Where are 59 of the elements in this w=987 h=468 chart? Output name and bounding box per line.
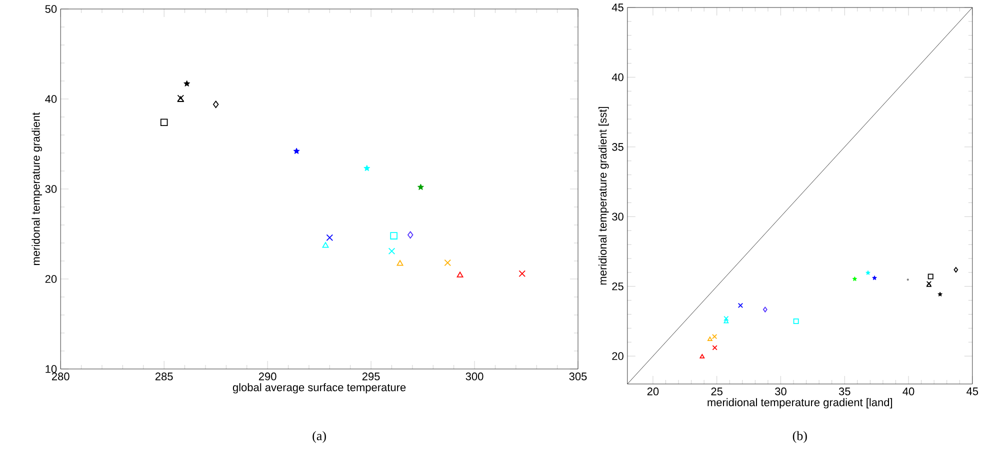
point <box>700 354 705 358</box>
point <box>852 276 858 282</box>
point <box>938 292 942 296</box>
text: (b) <box>792 431 807 443</box>
y-tick-label: 25 <box>612 282 624 290</box>
x-tick-label: 35 <box>838 388 850 396</box>
point <box>724 316 729 322</box>
x-tick-label: 40 <box>902 388 914 396</box>
y-tick-label: 40 <box>45 95 57 103</box>
point <box>444 259 452 266</box>
x-tick-label: 305 <box>569 372 587 380</box>
y-tick-label: 20 <box>612 352 624 360</box>
x-tick-label: 25 <box>711 388 722 396</box>
point <box>708 336 712 341</box>
x-tick-label: 30 <box>775 388 786 396</box>
point <box>954 267 958 273</box>
point <box>322 242 329 248</box>
point <box>396 260 404 266</box>
point <box>712 334 718 340</box>
point <box>518 270 526 277</box>
point <box>866 270 870 275</box>
y-tick-label: 40 <box>612 73 624 82</box>
y-tick-label: 45 <box>612 4 624 12</box>
y-tick-label: 10 <box>46 365 57 373</box>
y-tick-label: 50 <box>45 5 57 13</box>
point <box>388 248 396 254</box>
x-tick-label: 285 <box>155 372 173 380</box>
text: (a) <box>312 431 326 443</box>
point <box>456 272 464 278</box>
point <box>390 232 398 240</box>
x-axis-title: meridional temperature gradient [land] <box>708 398 892 408</box>
point <box>364 164 370 172</box>
point <box>293 148 300 154</box>
point <box>928 274 934 280</box>
y-tick-label: 30 <box>45 185 57 193</box>
point <box>762 306 768 312</box>
point <box>417 184 424 190</box>
point <box>408 231 414 239</box>
point <box>724 318 729 324</box>
point <box>326 234 334 241</box>
x-tick-label: 290 <box>258 372 276 380</box>
point <box>160 118 168 126</box>
x-tick-label: 45 <box>966 388 978 396</box>
x-tick-label: 280 <box>52 372 70 380</box>
x-tick-label: 20 <box>647 388 659 396</box>
y-axis-title: meridional temperature gradient [sst] <box>598 106 609 285</box>
x-axis-title: global average surface temperature <box>232 383 406 394</box>
y-tick-label: 35 <box>612 143 624 151</box>
point <box>712 345 718 350</box>
y-axis-title: meridonal temperature gradient <box>32 112 42 265</box>
point <box>793 318 799 324</box>
point <box>212 100 219 108</box>
x-tick-label: 295 <box>362 372 380 380</box>
y-tick-label: 20 <box>45 275 57 283</box>
point <box>184 80 190 86</box>
y-tick-label: 30 <box>612 212 624 221</box>
point <box>738 302 744 308</box>
x-tick-label: 300 <box>466 372 484 380</box>
point <box>872 276 877 280</box>
